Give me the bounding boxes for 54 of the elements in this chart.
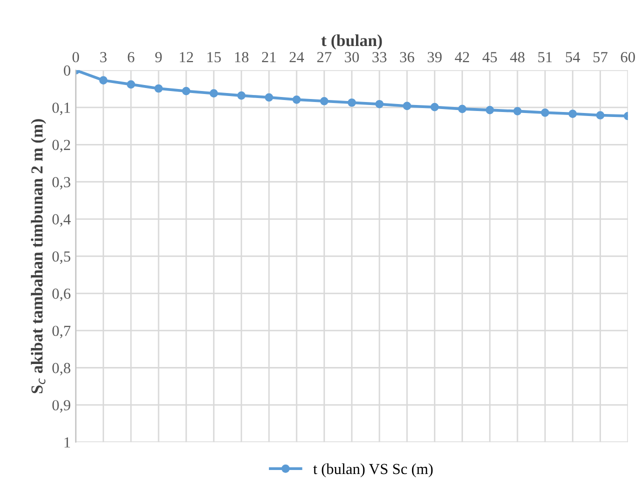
x-tick-label: 27 <box>317 52 332 62</box>
point <box>568 110 577 118</box>
x-tick-label: 42 <box>454 52 470 62</box>
x-tick-label: 60 <box>620 52 635 62</box>
y-tick-label: 0,4 <box>52 214 71 227</box>
y-tick-label: 0,5 <box>52 251 70 264</box>
y-tick-label: 0 <box>64 65 70 76</box>
point <box>596 111 604 120</box>
point <box>126 80 136 89</box>
x-tick-label: 9 <box>155 52 162 62</box>
x-tick-label: 6 <box>128 52 134 62</box>
y-tick-label: 0,3 <box>52 176 70 190</box>
y-axis-title: S$_{c}$ akibat tambahan timbunan 2 m (m) <box>30 119 46 394</box>
point <box>320 96 328 106</box>
point <box>99 76 108 84</box>
x-tick-label: 33 <box>372 52 386 62</box>
point <box>182 86 190 96</box>
x-tick-label: 21 <box>262 52 276 62</box>
x-tick-label: 12 <box>180 52 193 62</box>
y-tick-label: 1 <box>64 437 70 448</box>
point <box>348 98 356 107</box>
point <box>292 95 301 104</box>
y-tick-label: 0,1 <box>52 102 70 116</box>
x-tick-label: 48 <box>510 52 525 62</box>
x-tick-label: 36 <box>400 52 414 62</box>
y-tick-label: 0,2 <box>52 140 70 152</box>
x-tick-label: 3 <box>100 52 107 62</box>
x-tick-label: 18 <box>235 52 248 62</box>
x-tick-label: 51 <box>538 52 552 62</box>
x-axis-title: t (bulan) <box>321 34 382 50</box>
legend-label: t (bulan) VS Sc (m) <box>313 463 433 478</box>
x-tick-label: 15 <box>207 52 221 62</box>
x-tick-label: 54 <box>566 52 580 62</box>
point <box>154 84 163 93</box>
point <box>486 106 494 114</box>
x-tick-label: 0 <box>72 52 79 62</box>
point <box>402 102 412 110</box>
x-tick-label: 39 <box>428 52 442 62</box>
y-tick-label: 0,8 <box>52 362 70 376</box>
x-tick-label: 24 <box>290 52 304 62</box>
x-tick-label: 30 <box>344 52 359 62</box>
point <box>430 102 439 112</box>
point <box>264 93 274 102</box>
point <box>210 89 218 98</box>
y-tick-label: 0,7 <box>52 326 70 338</box>
y-tick-label: 0,6 <box>52 288 70 302</box>
x-tick-label: 57 <box>594 52 608 62</box>
point <box>375 100 384 108</box>
y-tick-label: 0,9 <box>52 400 70 413</box>
x-tick-label: 45 <box>482 52 497 62</box>
point <box>237 91 246 100</box>
point <box>458 104 466 114</box>
point <box>513 107 522 116</box>
point <box>540 108 550 117</box>
